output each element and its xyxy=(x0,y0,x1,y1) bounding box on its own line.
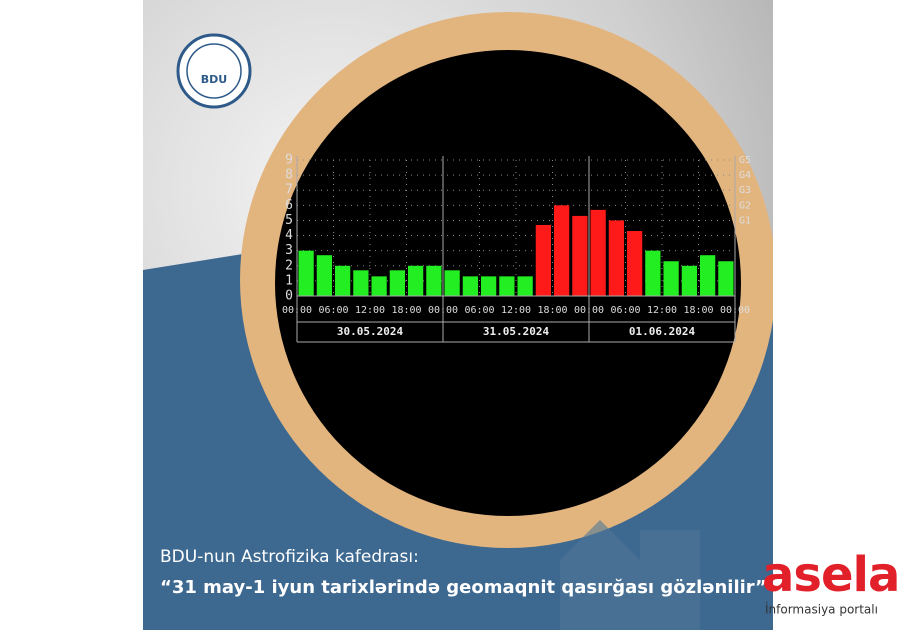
background xyxy=(143,0,773,630)
bar xyxy=(517,276,533,296)
headline-line1: BDU-nun Astrofizika kafedrası: xyxy=(160,547,419,567)
brand-name: asela xyxy=(762,547,899,603)
y-tick-label: 0 xyxy=(285,289,293,304)
x-tick-label: 12:00 xyxy=(501,305,531,316)
bar xyxy=(426,265,442,296)
x-tick-label: 12:00 xyxy=(647,305,677,316)
y2-tick-label: G2 xyxy=(739,200,751,211)
y-tick-label: 9 xyxy=(285,153,293,168)
bar xyxy=(535,224,551,296)
y2-tick-label: G1 xyxy=(739,215,751,226)
y-tick-label: 3 xyxy=(285,243,293,258)
bar xyxy=(663,261,679,296)
y2-tick-label: G3 xyxy=(739,185,751,196)
brand-tagline: İnformasiya portalı xyxy=(765,602,878,617)
bar xyxy=(499,276,515,296)
y2-tick-label: G5 xyxy=(739,155,751,166)
bar xyxy=(590,209,606,296)
date-label: 01.06.2024 xyxy=(629,325,696,338)
bar xyxy=(681,265,697,296)
bar xyxy=(627,231,643,296)
bar xyxy=(353,270,369,296)
bar xyxy=(335,265,351,296)
date-label: 31.05.2024 xyxy=(483,325,550,338)
date-label: 30.05.2024 xyxy=(337,325,404,338)
y-tick-label: 4 xyxy=(285,228,293,243)
y-tick-label: 5 xyxy=(285,213,293,228)
bar xyxy=(718,261,734,296)
bar xyxy=(389,270,405,296)
y-tick-label: 8 xyxy=(285,168,293,183)
y-tick-label: 7 xyxy=(285,183,293,198)
x-tick-label: 06:00 xyxy=(318,305,348,316)
bar xyxy=(298,250,314,296)
x-tick-label: 12:00 xyxy=(355,305,385,316)
x-tick-label: 06:00 xyxy=(610,305,640,316)
bar xyxy=(444,270,460,296)
bar xyxy=(608,220,624,296)
x-tick-label: 18:00 xyxy=(683,305,713,316)
bar xyxy=(316,255,332,296)
y2-tick-label: G4 xyxy=(739,170,751,181)
bar xyxy=(554,205,570,296)
x-tick-label: 18:00 xyxy=(537,305,567,316)
headline-line2: “31 may-1 iyun tarixlərində geomaqnit qa… xyxy=(160,577,767,598)
x-tick-label: 18:00 xyxy=(391,305,421,316)
y-tick-label: 2 xyxy=(285,258,293,273)
logo-text: BDU xyxy=(201,73,227,86)
bar xyxy=(371,276,387,296)
bar xyxy=(645,250,661,296)
bar xyxy=(700,255,716,296)
y-tick-label: 1 xyxy=(285,273,293,288)
x-tick-label: 06:00 xyxy=(464,305,494,316)
y-tick-label: 6 xyxy=(285,198,293,213)
bar xyxy=(481,276,497,296)
bar xyxy=(408,265,424,296)
bar xyxy=(462,276,478,296)
bar xyxy=(572,215,588,296)
bdu-logo: BDU xyxy=(176,33,252,109)
